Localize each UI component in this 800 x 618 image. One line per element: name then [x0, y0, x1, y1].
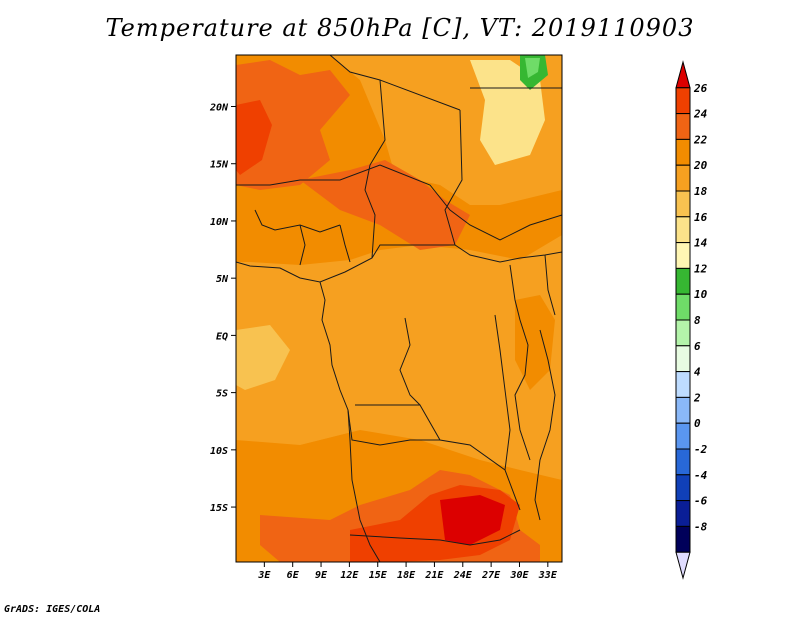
colorbar-box [675, 138, 691, 166]
colorbar-box [675, 87, 691, 115]
colorbar-level-label: 0 [694, 417, 701, 430]
colorbar-level-label: -8 [694, 520, 708, 533]
kalahari-hottest-core [440, 495, 505, 545]
colorbar-box [675, 293, 691, 321]
map-title: Temperature at 850hPa [C], VT: 201911090… [105, 14, 695, 42]
coastline-north [236, 244, 562, 283]
colorbar-upper-triangle [675, 60, 691, 89]
colorbar-box [675, 345, 691, 373]
map-frame [235, 54, 563, 563]
colorbar-level-label: 2 [693, 391, 701, 404]
border-drc-west [399, 317, 421, 406]
grads-credit: GrADS: IGES/COLA [4, 604, 101, 615]
colorbar-box [675, 216, 691, 244]
colorbar-box [675, 525, 691, 553]
border-chad-west [364, 79, 386, 259]
lon-label: 24E [453, 570, 473, 581]
colorbar-level-label: 8 [694, 314, 701, 327]
map-field [236, 55, 562, 562]
lat-label: 20N [209, 103, 229, 114]
colorbar-level-label: 4 [694, 366, 701, 379]
lon-label: 15E [369, 570, 388, 581]
lon-label: 9E [315, 570, 328, 581]
gulf-of-guinea-cool-zone [236, 325, 290, 390]
colorbar-box [675, 267, 691, 295]
colorbar-level-label: 26 [693, 82, 708, 95]
colorbar-box [675, 371, 691, 398]
border-cameroon [339, 224, 351, 263]
borders [236, 55, 562, 562]
colorbar-box [675, 422, 691, 450]
colorbar-box [675, 242, 691, 269]
colorbar-box [675, 319, 691, 347]
colorbar-level-label: 12 [694, 262, 708, 275]
colorbar-level-label: 14 [694, 237, 708, 250]
coastline-west [319, 281, 381, 562]
border-namibia-botswana [349, 529, 521, 546]
lon-label: 6E [287, 570, 300, 581]
border-drc-east [494, 314, 511, 471]
lat-label: 10N [210, 217, 229, 228]
lat-label: 15S [210, 503, 228, 514]
colorbar-lower-triangle [675, 551, 691, 580]
border-libya [329, 55, 461, 111]
border-uganda [509, 264, 521, 321]
border-nigeria [299, 224, 306, 266]
cold-cell-light-green [525, 58, 540, 78]
lake-tanganyika [514, 319, 531, 461]
west-hot-core [236, 100, 272, 175]
colorbar-box [675, 396, 691, 424]
colorbar-level-label: -6 [694, 495, 708, 508]
lon-label: 27E [481, 570, 501, 581]
colorbar-level-label: 6 [694, 340, 701, 353]
border-chad-east [444, 109, 463, 246]
colorbar-box [675, 474, 691, 502]
colorbar-box [675, 164, 691, 192]
colorbar-level-label: 20 [693, 159, 708, 172]
colorbar-level-label: 16 [694, 211, 708, 224]
lon-label: 3E [257, 570, 271, 581]
border-kenya [544, 254, 556, 316]
east-lakes-warm-zone [515, 295, 555, 390]
lon-label: 30E [509, 570, 529, 581]
sahara-hot-zone [236, 60, 350, 190]
colorbar-level-label: 24 [693, 108, 708, 121]
colorbar-box [675, 190, 691, 218]
colorbar-box [675, 113, 691, 140]
lon-label: 21E [424, 570, 444, 581]
lon-label: 33E [538, 570, 558, 581]
border-west-africa [254, 209, 341, 233]
latitude-axis: 20N 15N 10N 5N EQ 5S 10S 15S [209, 103, 236, 514]
lake-malawi-coast [534, 329, 556, 521]
colorbar-level-label: 10 [694, 288, 708, 301]
colorbar-level-label: 18 [694, 185, 708, 198]
lat-label: 5S [216, 389, 228, 400]
lat-label: 5N [216, 274, 229, 285]
lat-label: 15N [210, 160, 229, 171]
lat-label: EQ [216, 331, 228, 342]
central-sahel-hot-zone [300, 160, 470, 250]
border-angola-south [347, 409, 440, 446]
colorbar-box [675, 500, 691, 527]
lon-label: 12E [340, 570, 359, 581]
border-sahel [236, 164, 562, 241]
colorbar-level-label: -2 [694, 443, 708, 456]
colorbar-box [675, 448, 691, 476]
lon-label: 18E [397, 570, 416, 581]
border-angola-zambia [355, 404, 521, 511]
colorbar-level-label: 22 [693, 133, 708, 146]
lat-label: 10S [210, 446, 228, 457]
longitude-axis: 3E 6E 9E 12E 15E 18E 21E 24E 27E 30E 33E [257, 562, 558, 581]
colorbar-level-label: -4 [694, 469, 708, 482]
